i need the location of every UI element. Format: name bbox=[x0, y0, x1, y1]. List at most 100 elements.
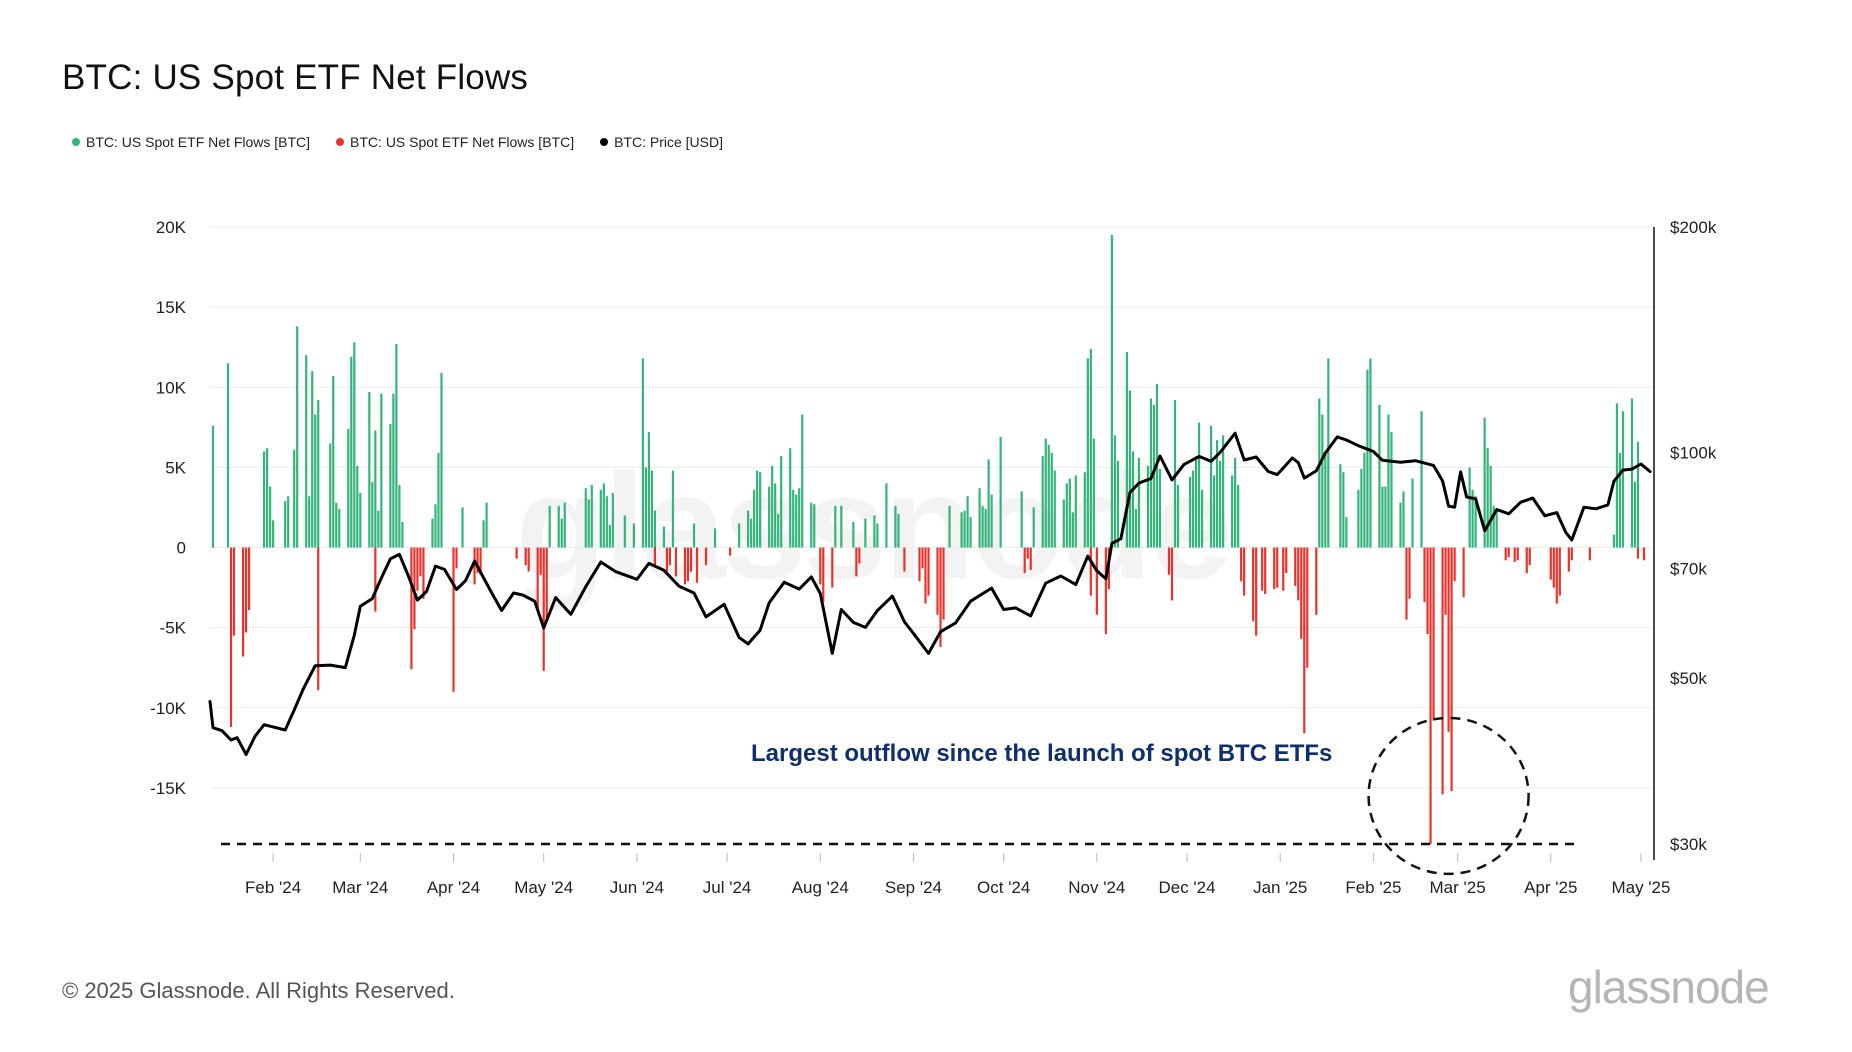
legend-item-price[interactable]: BTC: Price [USD] bbox=[600, 134, 723, 150]
outflow-bar bbox=[924, 547, 927, 604]
inflow-bar bbox=[263, 451, 266, 548]
inflow-bar bbox=[1360, 468, 1363, 548]
outflow-bar bbox=[686, 547, 690, 582]
inflow-bar bbox=[293, 449, 296, 548]
outflow-bar bbox=[1297, 547, 1300, 601]
outflow-bar bbox=[539, 547, 542, 575]
outflow-bar bbox=[918, 547, 921, 582]
inflow-bar bbox=[641, 358, 645, 548]
outflow-bar bbox=[416, 547, 419, 591]
outflow-bar bbox=[374, 547, 377, 612]
inflow-bar bbox=[1068, 478, 1071, 548]
outflow-bar bbox=[1429, 547, 1432, 844]
inflow-bar bbox=[353, 342, 356, 548]
outflow-bar bbox=[819, 547, 822, 585]
outflow-bar bbox=[1252, 547, 1255, 622]
inflow-bar bbox=[584, 488, 587, 548]
inflow-bar bbox=[759, 472, 762, 548]
inflow-bar bbox=[434, 504, 437, 548]
inflow-bar bbox=[1215, 440, 1219, 548]
outflow-bar bbox=[542, 547, 545, 671]
outflow-bar bbox=[455, 547, 458, 569]
inflow-bar bbox=[1128, 390, 1132, 548]
outflow-bar bbox=[903, 547, 906, 572]
inflow-bar bbox=[789, 448, 792, 548]
inflow-bar bbox=[602, 483, 605, 548]
inflow-bar bbox=[1345, 517, 1348, 548]
legend-item-inflows[interactable]: BTC: US Spot ETF Net Flows [BTC] bbox=[72, 134, 310, 150]
inflow-bar bbox=[1083, 472, 1086, 548]
inflow-bar bbox=[356, 465, 359, 548]
inflow-bar bbox=[1378, 404, 1381, 548]
inflow-bar bbox=[287, 496, 290, 548]
inflow-bar bbox=[398, 485, 401, 548]
inflow-bar bbox=[963, 510, 966, 548]
inflow-bar bbox=[1324, 451, 1327, 548]
inflow-bar bbox=[371, 481, 374, 548]
outflow-bar bbox=[1423, 547, 1426, 603]
outflow-bar bbox=[921, 547, 924, 569]
inflow-bar bbox=[647, 432, 651, 548]
legend-item-outflows[interactable]: BTC: US Spot ETF Net Flows [BTC] bbox=[336, 134, 574, 150]
inflow-bar bbox=[329, 443, 332, 548]
outflow-bar bbox=[1089, 547, 1092, 596]
outflow-bar bbox=[939, 547, 942, 647]
annotation-overlay bbox=[221, 716, 1580, 876]
outflow-bar bbox=[1315, 547, 1318, 615]
inflow-bar bbox=[1318, 398, 1321, 548]
inflow-bar bbox=[1630, 398, 1634, 548]
inflow-bar bbox=[840, 505, 843, 548]
inflow-bar bbox=[1633, 481, 1637, 548]
inflow-bar bbox=[563, 502, 566, 548]
inflow-bar bbox=[1212, 475, 1216, 548]
inflow-bar bbox=[792, 489, 795, 548]
inflow-bar bbox=[650, 470, 654, 548]
outflow-bar bbox=[229, 547, 233, 728]
inflow-bar bbox=[1089, 348, 1092, 548]
outflow-bar bbox=[1095, 547, 1098, 615]
inflow-bar bbox=[1152, 404, 1156, 548]
inflow-bar bbox=[1381, 486, 1384, 548]
inflow-bar bbox=[876, 523, 879, 548]
outflow-bar bbox=[1303, 547, 1306, 734]
inflow-bar bbox=[1188, 477, 1192, 548]
x-tick-label: Feb '25 bbox=[1345, 878, 1401, 897]
inflow-bar bbox=[1032, 507, 1035, 548]
inflow-bar bbox=[1191, 470, 1195, 548]
outflow-bar bbox=[1261, 547, 1264, 591]
inflow-bar bbox=[768, 486, 771, 548]
inflow-bar bbox=[747, 510, 750, 548]
outflow-bar bbox=[524, 547, 527, 566]
outflow-bar bbox=[1104, 547, 1107, 635]
inflow-bar bbox=[987, 459, 990, 548]
inflow-bar bbox=[1366, 369, 1369, 548]
inflow-bar bbox=[1113, 435, 1116, 548]
inflow-bar bbox=[350, 356, 353, 548]
inflow-bar bbox=[777, 513, 780, 548]
inflow-bar bbox=[557, 505, 560, 548]
inflow-bar bbox=[984, 509, 987, 548]
inflow-bar bbox=[810, 502, 813, 548]
legend-label-inflows: BTC: US Spot ETF Net Flows [BTC] bbox=[86, 134, 311, 150]
left-axis-ticks: 20K 15K 10K 5K 0 -5K -10K -15K bbox=[150, 218, 187, 798]
x-axis-ticks: Feb '24 Mar '24 Apr '24 May '24 Jun '24 Jul '… bbox=[245, 853, 1670, 897]
inflow-bar bbox=[347, 428, 350, 548]
inflow-bar bbox=[317, 400, 320, 548]
inflow-bar bbox=[750, 518, 753, 548]
right-tick-label: $100k bbox=[1670, 443, 1717, 462]
inflow-bar bbox=[1158, 468, 1162, 548]
inflow-bar bbox=[864, 518, 867, 548]
inflow-bar bbox=[1369, 358, 1372, 548]
inflow-bar bbox=[335, 502, 338, 548]
inflow-bar bbox=[332, 376, 335, 548]
inflow-bar bbox=[1618, 452, 1622, 548]
outflow-bar bbox=[1636, 547, 1640, 559]
outflow-bar bbox=[244, 547, 248, 633]
inflow-bar bbox=[389, 424, 392, 548]
price-line-layer bbox=[208, 431, 1652, 756]
inflow-bar bbox=[990, 494, 993, 548]
inflow-bar bbox=[311, 371, 314, 548]
inflow-bar bbox=[852, 521, 855, 548]
outflow-bar bbox=[452, 547, 455, 692]
